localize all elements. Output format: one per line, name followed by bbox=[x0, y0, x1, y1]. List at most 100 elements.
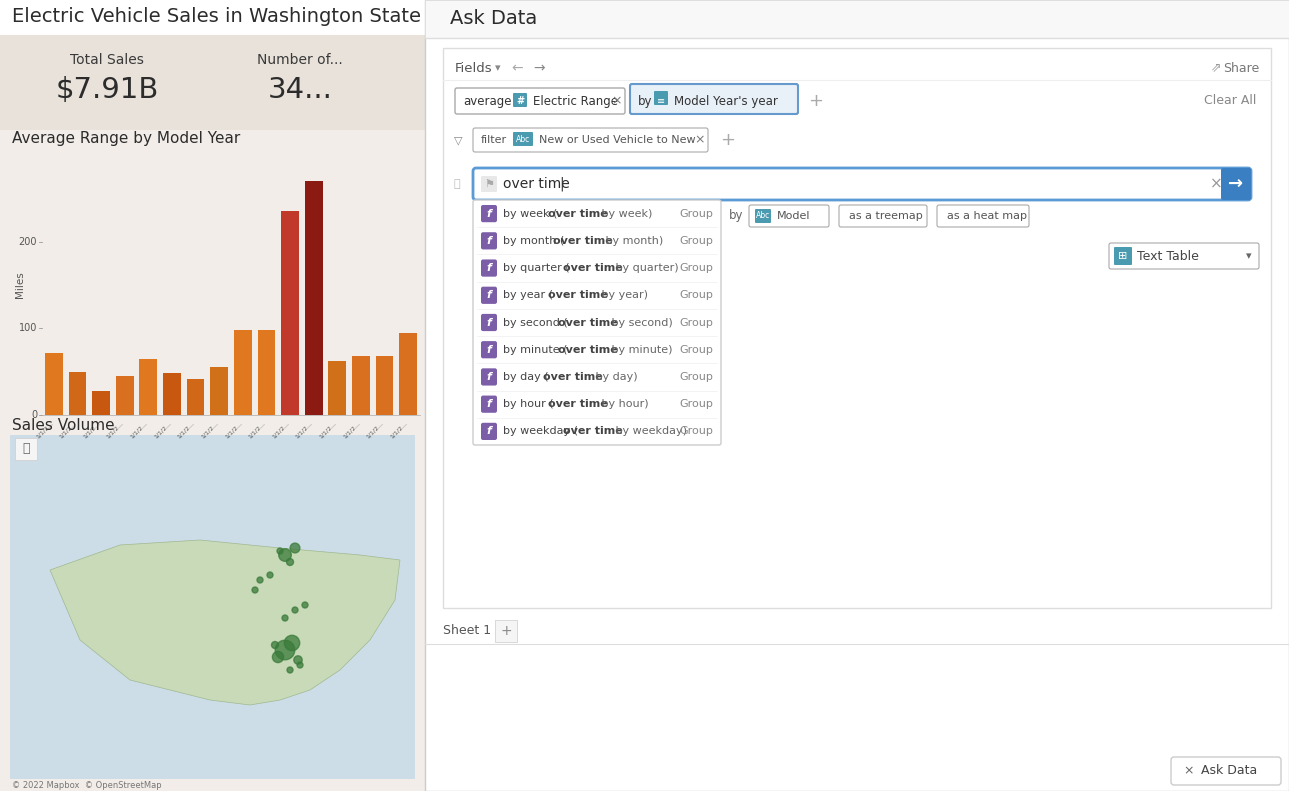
FancyBboxPatch shape bbox=[1170, 757, 1281, 785]
FancyBboxPatch shape bbox=[749, 205, 829, 227]
Text: f: f bbox=[486, 345, 491, 354]
Text: +: + bbox=[808, 92, 822, 110]
FancyBboxPatch shape bbox=[0, 0, 425, 35]
Text: by day (: by day ( bbox=[503, 372, 549, 382]
Text: Ask Data: Ask Data bbox=[1201, 764, 1257, 778]
Text: 34...: 34... bbox=[268, 76, 333, 104]
Text: ▾: ▾ bbox=[495, 63, 500, 73]
Text: Total Sales: Total Sales bbox=[70, 53, 144, 67]
Text: Group: Group bbox=[679, 426, 713, 437]
Circle shape bbox=[253, 587, 258, 593]
Text: 1/1/2...: 1/1/2... bbox=[200, 420, 219, 439]
Circle shape bbox=[282, 615, 287, 621]
Circle shape bbox=[302, 602, 308, 608]
Text: by month): by month) bbox=[602, 236, 664, 246]
Text: by second (: by second ( bbox=[503, 317, 567, 327]
Text: by weekday (: by weekday ( bbox=[503, 426, 577, 437]
Text: f: f bbox=[486, 236, 491, 246]
Text: Group: Group bbox=[679, 372, 713, 382]
Text: 1/1/2...: 1/1/2... bbox=[35, 420, 54, 439]
Text: 1/1/2...: 1/1/2... bbox=[58, 420, 77, 439]
FancyBboxPatch shape bbox=[1221, 168, 1252, 200]
Circle shape bbox=[257, 577, 263, 583]
Text: +: + bbox=[500, 624, 512, 638]
FancyBboxPatch shape bbox=[375, 356, 393, 415]
Text: 1/1/2...: 1/1/2... bbox=[366, 420, 384, 439]
Text: © 2022 Mapbox  © OpenStreetMap: © 2022 Mapbox © OpenStreetMap bbox=[12, 782, 161, 790]
FancyBboxPatch shape bbox=[15, 438, 37, 460]
FancyBboxPatch shape bbox=[1114, 247, 1132, 265]
Text: Group: Group bbox=[679, 345, 713, 354]
Circle shape bbox=[294, 656, 302, 664]
Text: by: by bbox=[730, 210, 744, 222]
Text: by week (: by week ( bbox=[503, 209, 557, 218]
Text: ⓘ: ⓘ bbox=[454, 179, 460, 189]
Text: Group: Group bbox=[679, 236, 713, 246]
FancyBboxPatch shape bbox=[0, 35, 425, 130]
Text: New or Used Vehicle to New: New or Used Vehicle to New bbox=[539, 135, 696, 145]
FancyBboxPatch shape bbox=[495, 620, 517, 642]
Text: f: f bbox=[486, 209, 491, 218]
Text: over time: over time bbox=[563, 263, 623, 273]
Text: by year (: by year ( bbox=[503, 290, 553, 301]
Text: over time: over time bbox=[563, 426, 623, 437]
Text: ≡: ≡ bbox=[657, 96, 665, 106]
Text: 1/1/2...: 1/1/2... bbox=[389, 420, 409, 439]
FancyBboxPatch shape bbox=[455, 88, 625, 114]
FancyBboxPatch shape bbox=[937, 205, 1029, 227]
FancyBboxPatch shape bbox=[513, 132, 532, 146]
Text: f: f bbox=[486, 263, 491, 273]
Circle shape bbox=[293, 607, 298, 613]
Text: Sales Volume: Sales Volume bbox=[12, 418, 115, 433]
Circle shape bbox=[277, 548, 284, 554]
FancyBboxPatch shape bbox=[513, 93, 527, 107]
Text: ←: ← bbox=[510, 61, 522, 75]
Text: Share: Share bbox=[1223, 62, 1259, 74]
FancyBboxPatch shape bbox=[187, 379, 205, 415]
Text: 1/1/2...: 1/1/2... bbox=[342, 420, 361, 439]
FancyBboxPatch shape bbox=[443, 48, 1271, 608]
FancyBboxPatch shape bbox=[839, 205, 927, 227]
Text: Abc: Abc bbox=[516, 134, 530, 143]
Text: #: # bbox=[516, 96, 525, 106]
Text: as a heat map: as a heat map bbox=[947, 211, 1027, 221]
Circle shape bbox=[287, 667, 293, 673]
Text: f: f bbox=[486, 372, 491, 382]
FancyBboxPatch shape bbox=[164, 373, 180, 415]
FancyBboxPatch shape bbox=[93, 391, 110, 415]
Text: Group: Group bbox=[679, 399, 713, 409]
Text: ×: × bbox=[612, 94, 623, 108]
FancyBboxPatch shape bbox=[481, 259, 498, 277]
Text: over time: over time bbox=[548, 209, 607, 218]
Text: ×: × bbox=[695, 134, 705, 146]
Text: Electric Range: Electric Range bbox=[532, 94, 617, 108]
FancyBboxPatch shape bbox=[481, 422, 498, 440]
Text: by: by bbox=[638, 94, 652, 108]
Text: Miles: Miles bbox=[15, 271, 24, 298]
FancyBboxPatch shape bbox=[481, 341, 498, 358]
Text: Electric Vehicle Sales in Washington State: Electric Vehicle Sales in Washington Sta… bbox=[12, 7, 422, 27]
Text: ▾: ▾ bbox=[1246, 251, 1252, 261]
Text: over time: over time bbox=[503, 177, 570, 191]
Text: by minute (: by minute ( bbox=[503, 345, 567, 354]
Text: 200: 200 bbox=[18, 237, 37, 247]
FancyBboxPatch shape bbox=[473, 168, 1252, 200]
FancyBboxPatch shape bbox=[481, 176, 498, 192]
Text: +: + bbox=[721, 131, 735, 149]
Text: by minute): by minute) bbox=[607, 345, 672, 354]
Text: |: | bbox=[559, 176, 563, 191]
Text: by year): by year) bbox=[598, 290, 647, 301]
Text: over time: over time bbox=[558, 317, 617, 327]
FancyBboxPatch shape bbox=[755, 209, 771, 223]
FancyBboxPatch shape bbox=[68, 372, 86, 415]
Text: by day): by day) bbox=[593, 372, 638, 382]
FancyBboxPatch shape bbox=[481, 233, 498, 249]
Text: Group: Group bbox=[679, 263, 713, 273]
FancyBboxPatch shape bbox=[10, 435, 415, 779]
Text: 1/1/2...: 1/1/2... bbox=[247, 420, 267, 439]
FancyBboxPatch shape bbox=[481, 369, 498, 385]
Circle shape bbox=[272, 652, 284, 663]
Text: by hour (: by hour ( bbox=[503, 399, 553, 409]
Text: 1/1/2...: 1/1/2... bbox=[129, 420, 148, 439]
Text: f: f bbox=[486, 317, 491, 327]
